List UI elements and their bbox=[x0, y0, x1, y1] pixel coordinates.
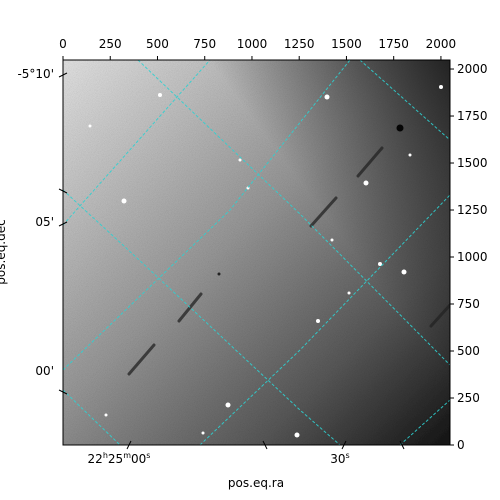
ra-tick-mark bbox=[262, 440, 268, 450]
x-tick-label: 1000 bbox=[237, 37, 268, 51]
top-pixel-axis: 0 250 500 750 1000 1250 1500 1750 2000 bbox=[59, 37, 456, 60]
grid-line bbox=[63, 389, 121, 445]
dark-spot bbox=[396, 124, 404, 132]
star bbox=[378, 262, 382, 266]
ra-seconds: 00 bbox=[131, 452, 146, 466]
ra-tick-label-0: 22h25m00s bbox=[88, 451, 151, 466]
stars bbox=[88, 85, 443, 438]
grid-line bbox=[63, 60, 351, 371]
streak bbox=[127, 343, 156, 376]
dec-tick-mark bbox=[58, 188, 68, 194]
ra-hours: 22 bbox=[88, 452, 103, 466]
streak bbox=[356, 146, 384, 178]
star bbox=[88, 124, 92, 128]
y-tick-label: 750 bbox=[457, 297, 480, 311]
dec-tick-label-2: 00' bbox=[35, 364, 54, 378]
star bbox=[401, 269, 407, 275]
ra-tick-mark bbox=[399, 440, 405, 450]
star bbox=[347, 291, 351, 295]
star bbox=[408, 153, 412, 157]
ra-hours-unit: h bbox=[103, 451, 108, 460]
grid-line bbox=[137, 60, 450, 366]
x-tick-label: 2000 bbox=[426, 37, 457, 51]
satellite-streaks bbox=[127, 146, 450, 376]
grid-line bbox=[63, 60, 211, 226]
x-axis-label: pos.eq.ra bbox=[228, 476, 284, 490]
ra-seconds-unit: s bbox=[146, 451, 150, 460]
dec-axis-ticks: -5°10' 05' 00' bbox=[17, 67, 68, 395]
ra-tick-mark bbox=[341, 440, 347, 450]
image-panel bbox=[63, 60, 450, 445]
streak bbox=[177, 292, 203, 323]
streak bbox=[309, 196, 338, 228]
dark-spot bbox=[217, 272, 221, 276]
star bbox=[439, 85, 443, 89]
y-tick-label: 1000 bbox=[457, 250, 488, 264]
x-tick-label: 250 bbox=[99, 37, 122, 51]
star bbox=[201, 431, 205, 435]
grid-line bbox=[199, 194, 450, 445]
ra-tick-mark bbox=[126, 440, 132, 450]
x-tick-label: 500 bbox=[146, 37, 169, 51]
x-tick-label: 1250 bbox=[284, 37, 315, 51]
y-tick-label: 2000 bbox=[457, 62, 488, 76]
star bbox=[158, 93, 162, 97]
y-tick-label: 1750 bbox=[457, 109, 488, 123]
x-tick-label: 1500 bbox=[331, 37, 362, 51]
ra-seconds: 30 bbox=[330, 452, 345, 466]
y-tick-label: 500 bbox=[457, 344, 480, 358]
x-tick-label: 1750 bbox=[378, 37, 409, 51]
x-tick-label: 750 bbox=[193, 37, 216, 51]
grid-line bbox=[63, 189, 341, 445]
right-pixel-axis: 0 250 500 750 1000 1250 1500 1750 2000 bbox=[450, 62, 488, 452]
image-corner-shade bbox=[63, 60, 450, 445]
dec-tick-mark bbox=[58, 389, 68, 395]
ra-axis-ticks: 22h25m00s 30s bbox=[88, 440, 405, 466]
y-tick-label: 250 bbox=[457, 391, 480, 405]
star bbox=[316, 319, 320, 323]
star bbox=[104, 413, 108, 417]
star bbox=[363, 180, 369, 186]
dec-tick-label-0: -5°10' bbox=[17, 67, 54, 81]
star bbox=[238, 158, 242, 162]
star bbox=[330, 238, 334, 242]
grid-line bbox=[359, 60, 450, 141]
y-tick-label: 1500 bbox=[457, 156, 488, 170]
streak bbox=[429, 303, 450, 328]
ra-seconds-unit: s bbox=[346, 451, 350, 460]
grid-line bbox=[399, 399, 450, 445]
plot-frame bbox=[62, 59, 451, 446]
y-axis-label: pos.eq.dec bbox=[0, 219, 8, 284]
star bbox=[121, 198, 127, 204]
ra-tick-label-1: 30s bbox=[330, 451, 349, 466]
ra-minutes-unit: m bbox=[123, 451, 131, 460]
ra-minutes: 25 bbox=[108, 452, 123, 466]
star bbox=[225, 402, 231, 408]
dec-tick-mark bbox=[58, 221, 68, 227]
dec-tick-label-1: 05' bbox=[35, 215, 54, 229]
star bbox=[324, 94, 330, 100]
dec-tick-mark bbox=[58, 72, 68, 78]
coordinate-grid bbox=[63, 60, 450, 445]
star bbox=[294, 432, 300, 438]
y-tick-label: 1250 bbox=[457, 203, 488, 217]
x-tick-label: 0 bbox=[59, 37, 67, 51]
y-tick-label: 0 bbox=[457, 438, 465, 452]
